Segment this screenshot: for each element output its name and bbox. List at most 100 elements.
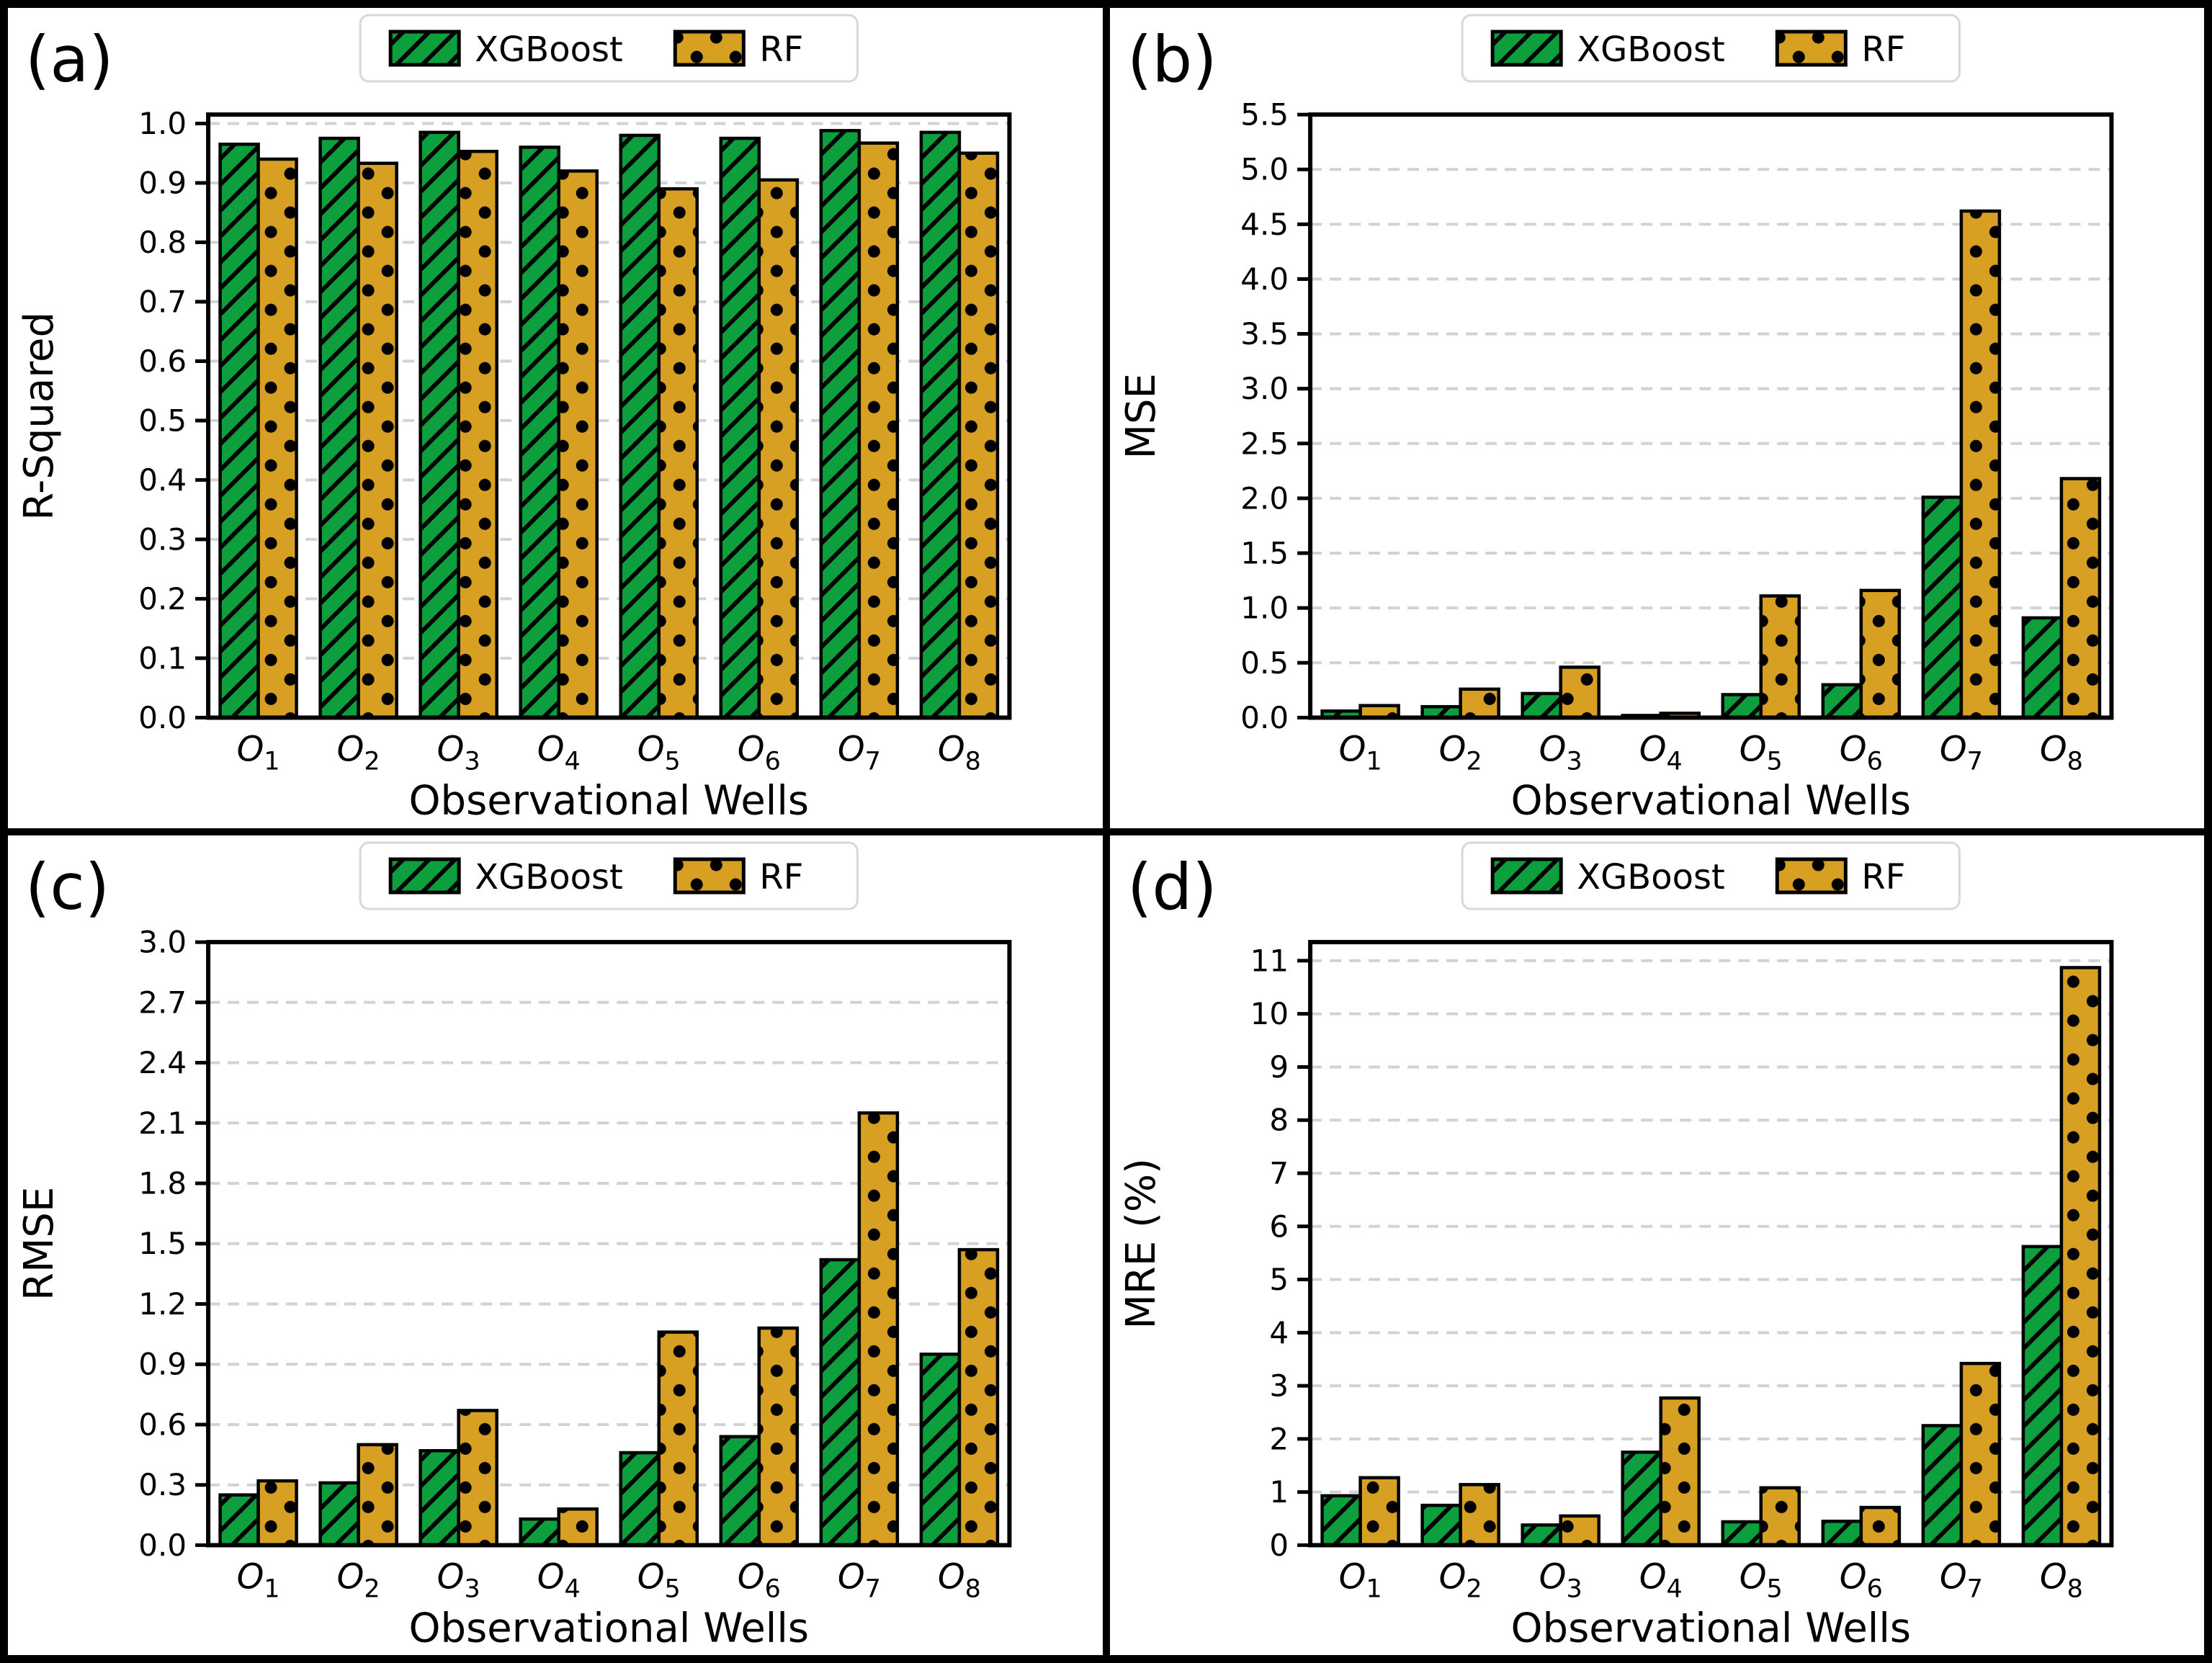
- axes-frame: [1307, 112, 2113, 720]
- panel-b: 0.0 0.5 1.0 1.5 2.0 2.5 3.0 3.5 4.0 4.5 5.0 5.5 O1 O2…: [1106, 4, 2208, 832]
- bar-rf-o6: [1859, 588, 1901, 720]
- x-category-label: O7: [838, 729, 881, 776]
- bar-rf-o7: [857, 1111, 900, 1547]
- bar-rf-o5: [1759, 1486, 1801, 1547]
- y-tick-label: 6: [1269, 1209, 1289, 1244]
- x-category-label: O6: [1839, 729, 1882, 776]
- bar-rf-o8: [2059, 477, 2101, 720]
- y-tick-label: 2.0: [1240, 480, 1289, 516]
- bar-rf-o2: [357, 161, 398, 720]
- x-category-label: O5: [637, 1556, 681, 1603]
- x-category-label: O4: [1639, 1556, 1682, 1603]
- panel-letter: (d): [1127, 850, 1217, 924]
- x-category-label: O4: [537, 729, 581, 776]
- y-tick-label: 0.7: [138, 284, 187, 319]
- y-tick-label: 1.5: [138, 1226, 187, 1261]
- y-tick-label: 0.2: [138, 581, 187, 617]
- y-tick-label: 0.1: [138, 640, 187, 676]
- bar-rf-o4: [557, 169, 599, 720]
- y-tick-label: 0.9: [138, 165, 187, 200]
- bar-xgboost-o3: [418, 130, 460, 720]
- bar-xgboost-o6: [719, 1434, 761, 1547]
- bar-xgboost-o8: [2021, 1245, 2063, 1547]
- y-tick-label: 0.3: [138, 521, 187, 557]
- x-category-label: O6: [738, 729, 781, 776]
- bar-xgboost-o7: [1921, 496, 1963, 720]
- y-tick-label: 1.5: [1240, 536, 1289, 571]
- y-tick-label: 2.7: [138, 985, 187, 1020]
- x-category-label: O1: [1338, 1556, 1382, 1603]
- axes-frame: [206, 112, 1012, 720]
- x-category-label: O5: [1739, 1556, 1782, 1603]
- y-tick-label: 5.0: [1240, 152, 1289, 187]
- x-category-label: O4: [1639, 729, 1682, 776]
- y-tick-label: 1.0: [1240, 591, 1289, 626]
- x-category-label: O2: [1438, 1556, 1482, 1603]
- bar-rf-o3: [1558, 665, 1600, 720]
- y-tick-label: 11: [1250, 943, 1288, 978]
- bar-xgboost-o1: [1320, 1494, 1362, 1547]
- chart-mre: 0 1 2 3 4 5 6 7 8 9 10 11 O1 O2 O3 O4 O5 O6 O7 O8 MRE (%) Obs…: [1118, 841, 2113, 1651]
- y-tick-label: 8: [1269, 1102, 1289, 1137]
- x-category-label: O3: [437, 1556, 480, 1603]
- legend-swatch-rf: [673, 30, 745, 67]
- legend-swatch-xgboost: [388, 30, 461, 67]
- x-category-label: O5: [1739, 729, 1782, 776]
- x-axis-label: Observational Wells: [408, 1605, 809, 1651]
- x-category-label: O8: [938, 729, 981, 776]
- bar-rf-o6: [757, 1326, 800, 1547]
- x-category-label: O8: [2039, 729, 2082, 776]
- bar-xgboost-o1: [218, 1492, 260, 1547]
- y-tick-label: 0.0: [138, 1527, 187, 1562]
- y-tick-label: 3: [1269, 1368, 1289, 1403]
- bar-rf-o3: [1558, 1514, 1600, 1547]
- legend-label-xgboost: XGBoost: [1577, 857, 1725, 897]
- y-tick-label: 2.5: [1240, 426, 1289, 461]
- bar-xgboost-o5: [1721, 693, 1763, 720]
- bar-xgboost-o4: [519, 1517, 561, 1547]
- bar-rf-o2: [357, 1443, 398, 1547]
- y-tick-label: 4.0: [1240, 261, 1289, 297]
- legend: XGBoost RF: [1461, 14, 1961, 83]
- bar-xgboost-o5: [619, 1451, 661, 1547]
- y-axis-label: R-Squared: [16, 312, 63, 521]
- bar-rf-o8: [2059, 965, 2101, 1547]
- panel-letter: (b): [1127, 22, 1217, 97]
- bar-rf-o3: [457, 149, 498, 720]
- bar-rf-o5: [1759, 594, 1801, 720]
- bar-rf-o2: [1458, 687, 1500, 720]
- y-tick-label: 0.3: [138, 1467, 187, 1502]
- bar-xgboost-o6: [1821, 1519, 1863, 1547]
- bar-rf-o7: [857, 141, 900, 720]
- y-tick-label: 0.6: [138, 1407, 187, 1442]
- legend-label-rf: RF: [759, 857, 803, 897]
- bar-rf-o1: [256, 157, 298, 720]
- panel-letter: (a): [25, 22, 114, 97]
- bar-rf-o3: [457, 1408, 498, 1547]
- y-tick-label: 7: [1269, 1155, 1289, 1191]
- legend: XGBoost RF: [359, 841, 859, 910]
- legend-label-rf: RF: [1861, 30, 1905, 70]
- bar-xgboost-o7: [819, 129, 861, 720]
- y-tick-label: 10: [1250, 996, 1288, 1031]
- y-tick-label: 0.5: [1240, 645, 1289, 681]
- y-tick-label: 0.0: [138, 700, 187, 735]
- y-tick-label: 2: [1269, 1421, 1289, 1456]
- x-axis-label: Observational Wells: [1510, 1605, 1911, 1651]
- legend-label-rf: RF: [759, 30, 803, 70]
- x-category-label: O8: [938, 1556, 981, 1603]
- legend-label-xgboost: XGBoost: [475, 857, 623, 897]
- x-category-label: O3: [437, 729, 480, 776]
- y-tick-label: 3.0: [1240, 371, 1289, 406]
- y-axis-label: MSE: [1118, 373, 1165, 459]
- bar-xgboost-o3: [418, 1448, 460, 1547]
- y-tick-label: 2.1: [138, 1105, 187, 1140]
- bar-rf-o7: [1959, 209, 2001, 720]
- legend-swatch-xgboost: [388, 857, 461, 895]
- y-axis-label: RMSE: [16, 1186, 63, 1300]
- y-tick-label: 4: [1269, 1314, 1289, 1350]
- chart-r-squared: 0.00.10.20.30.40.50.60.70.80.91.0O1 O2 O3 O…: [16, 14, 1012, 824]
- x-category-label: O3: [1539, 729, 1582, 776]
- x-category-label: O1: [1338, 729, 1382, 776]
- y-tick-label: 1.0: [138, 106, 187, 141]
